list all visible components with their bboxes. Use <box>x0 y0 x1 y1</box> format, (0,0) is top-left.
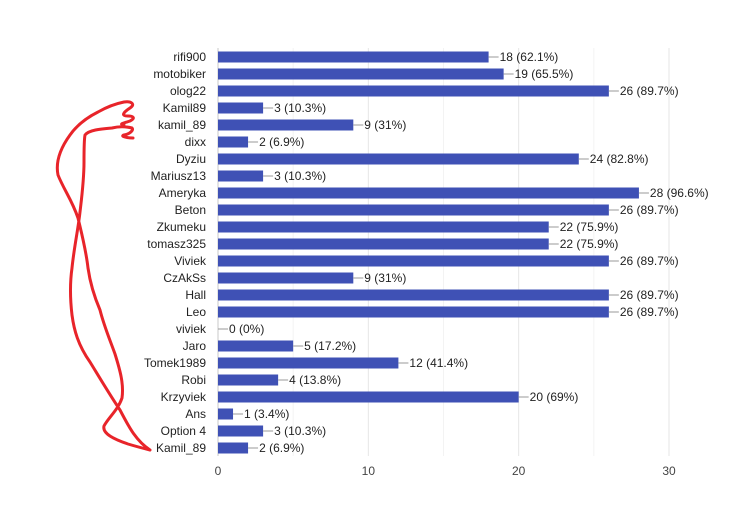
data-label: 3 (10.3%) <box>274 424 326 438</box>
bar <box>218 272 354 284</box>
bar <box>218 238 549 250</box>
bar <box>218 289 609 301</box>
x-tick-labels: 0 10 20 30 <box>215 464 676 478</box>
category-label: tomasz325 <box>147 237 206 251</box>
category-label: viviek <box>176 322 207 336</box>
data-label: 12 (41.4%) <box>409 356 468 370</box>
bar <box>218 391 519 403</box>
bar <box>218 442 249 454</box>
category-label: Krzyviek <box>161 390 207 404</box>
data-label: 4 (13.8%) <box>289 373 341 387</box>
data-label: 5 (17.2%) <box>304 339 356 353</box>
bar <box>218 204 609 216</box>
category-label: Jaro <box>183 339 207 353</box>
category-label: Mariusz13 <box>151 169 207 183</box>
category-label: Robi <box>181 373 206 387</box>
bar <box>218 119 354 131</box>
data-label: 26 (89.7%) <box>620 305 679 319</box>
category-label: Dyziu <box>176 152 206 166</box>
bar <box>218 68 504 80</box>
x-tick-label: 30 <box>662 464 676 478</box>
category-label: Kamil_89 <box>156 441 206 455</box>
category-label: Hall <box>185 288 206 302</box>
bar <box>218 255 609 267</box>
data-label: 20 (69%) <box>530 390 579 404</box>
x-tick-label: 20 <box>512 464 526 478</box>
category-label: motobiker <box>153 67 206 81</box>
data-label: 3 (10.3%) <box>274 101 326 115</box>
data-label: 26 (89.7%) <box>620 288 679 302</box>
data-label: 9 (31%) <box>364 118 406 132</box>
data-label: 19 (65.5%) <box>515 67 574 81</box>
bar <box>218 357 399 369</box>
data-label: 28 (96.6%) <box>650 186 709 200</box>
data-label: 24 (82.8%) <box>590 152 649 166</box>
category-label: Viviek <box>174 254 207 268</box>
leader-lines <box>218 56 649 449</box>
bars <box>218 51 639 454</box>
data-label: 2 (6.9%) <box>259 441 304 455</box>
data-label: 26 (89.7%) <box>620 84 679 98</box>
data-label: 0 (0%) <box>229 322 264 336</box>
category-label: Kamil89 <box>163 101 207 115</box>
grid-lines <box>217 48 670 456</box>
data-label: 22 (75.9%) <box>560 220 619 234</box>
bar <box>218 408 234 420</box>
bar <box>218 306 609 318</box>
category-labels: rifi900 motobiker olog22 Kamil89 kamil_89dix… <box>144 50 207 455</box>
category-label: Tomek1989 <box>144 356 206 370</box>
category-label: Ans <box>185 407 206 421</box>
category-label: Beton <box>175 203 206 217</box>
data-label: 2 (6.9%) <box>259 135 304 149</box>
data-label: 18 (62.1%) <box>500 50 559 64</box>
data-label: 1 (3.4%) <box>244 407 289 421</box>
data-label: 9 (31%) <box>364 271 406 285</box>
x-tick-label: 10 <box>362 464 376 478</box>
bar <box>218 102 264 114</box>
category-label: dixx <box>185 135 206 149</box>
category-label: olog22 <box>170 84 206 98</box>
bar <box>218 170 264 182</box>
bar <box>218 374 279 386</box>
category-label: kamil_89 <box>158 118 206 132</box>
data-label: 26 (89.7%) <box>620 254 679 268</box>
category-label: Option 4 <box>161 424 207 438</box>
bar <box>218 136 249 148</box>
data-label: 22 (75.9%) <box>560 237 619 251</box>
data-labels: 18 (62.1%) 19 (65.5%) 26 (89.7%) 3 (10.3%) 9… <box>229 50 709 455</box>
data-label: 26 (89.7%) <box>620 203 679 217</box>
red-annotation-scribble <box>55 100 152 452</box>
bar <box>218 51 489 63</box>
bar <box>218 85 609 97</box>
data-label: 3 (10.3%) <box>274 169 326 183</box>
x-tick-label: 0 <box>215 464 222 478</box>
bar <box>218 153 579 165</box>
bar <box>218 187 639 199</box>
category-label: rifi900 <box>173 50 206 64</box>
bar <box>218 425 264 437</box>
category-label: Ameryka <box>159 186 207 200</box>
category-label: Leo <box>186 305 206 319</box>
bar <box>218 340 294 352</box>
bar <box>218 221 549 233</box>
category-label: Zkumeku <box>157 220 206 234</box>
category-label: CzAkSs <box>163 271 206 285</box>
